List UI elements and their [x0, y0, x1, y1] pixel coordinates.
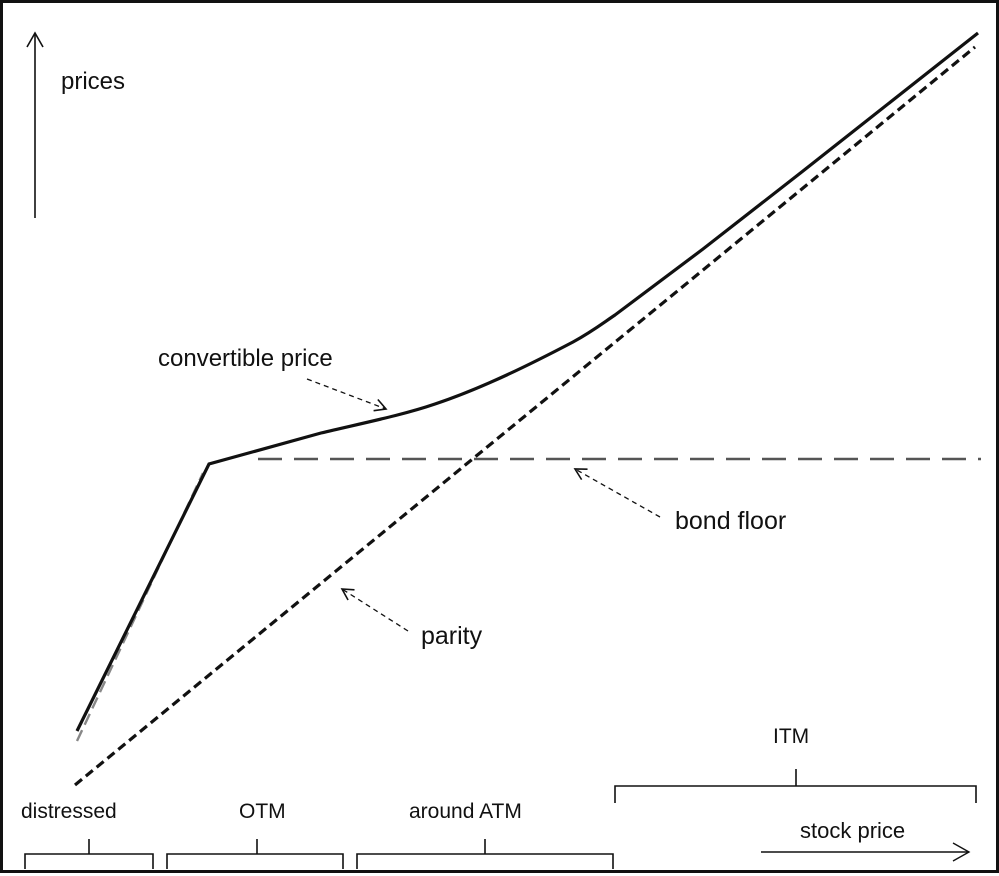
- convertible-price-curve: [75, 31, 979, 732]
- parity-callout-arrow: [340, 588, 409, 632]
- y-axis-label: prices: [61, 68, 125, 95]
- parity-line: [73, 45, 977, 787]
- x-axis-label: stock price: [800, 818, 905, 843]
- convertible-price-label: convertible price: [158, 345, 333, 372]
- brace-otm: [166, 839, 344, 869]
- brace-around-atm: [356, 839, 614, 869]
- y-axis-arrow: [26, 31, 44, 218]
- payoff-diagram: prices stock price convertible price bon…: [21, 31, 981, 869]
- region-label-itm: ITM: [773, 725, 809, 748]
- region-label-distressed: distressed: [21, 800, 117, 823]
- bond-floor-label: bond floor: [675, 507, 786, 535]
- brace-distressed: [24, 839, 154, 869]
- convertible-callout-arrow: [306, 378, 388, 412]
- bond-floor-callout-arrow: [573, 468, 661, 518]
- brace-itm: [614, 769, 977, 803]
- region-label-otm: OTM: [239, 800, 286, 823]
- parity-label: parity: [421, 622, 483, 650]
- region-label-around-atm: around ATM: [409, 800, 522, 823]
- x-axis-arrow: [761, 842, 971, 862]
